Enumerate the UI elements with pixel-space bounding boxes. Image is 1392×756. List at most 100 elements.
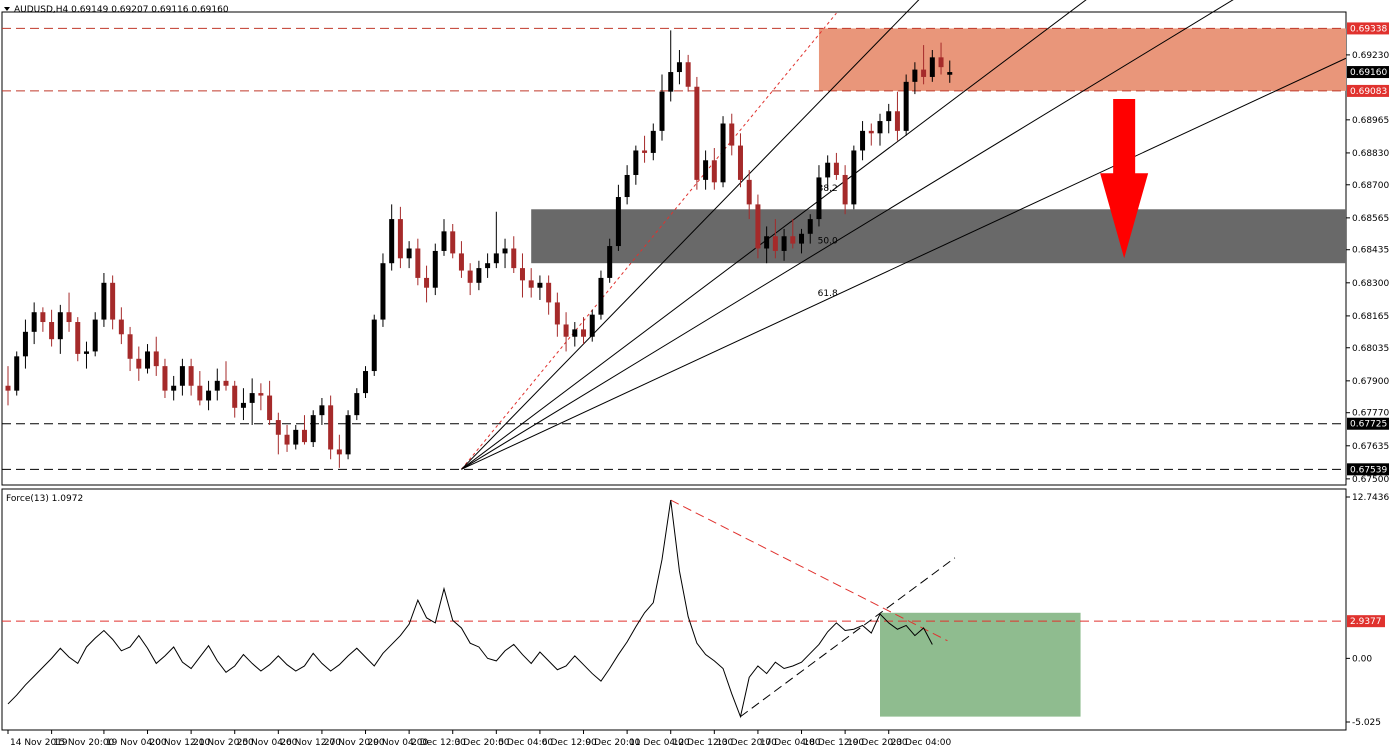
chart-header-ohlc: AUDUSD,H4 0.69149 0.69207 0.69116 0.6916…: [14, 5, 229, 15]
candle-body: [607, 246, 613, 278]
candle-body: [825, 162, 831, 178]
price-label-box: [1347, 22, 1389, 35]
candle-body: [581, 329, 587, 337]
candle-body: [886, 111, 892, 122]
x-tick-label: 2 Dec 12:00: [411, 738, 466, 748]
candle-body: [572, 329, 578, 337]
fib-fan-line-50.0: [461, 0, 1234, 470]
price-label-box: [1347, 84, 1389, 97]
candle-body: [240, 402, 246, 408]
candle-body: [676, 62, 682, 73]
candle-body: [755, 204, 761, 249]
price-label-box: [1347, 66, 1389, 79]
force-trend-black: [740, 557, 956, 718]
x-tick-label: 3 Dec 20:00: [455, 738, 510, 748]
x-tick-label: 11 Dec 04:00: [629, 738, 690, 748]
candle-body: [145, 351, 151, 369]
x-tick-label: 9 Dec 20:00: [586, 738, 641, 748]
candle-body: [511, 248, 517, 269]
y-tick-label: 0.67900: [1352, 377, 1389, 387]
red-down-arrow: [1100, 99, 1149, 259]
candle-body: [537, 282, 543, 288]
candle-body: [615, 197, 621, 247]
candle-body: [249, 393, 255, 403]
x-tick-label: 13 Dec 20:00: [716, 738, 777, 748]
price-label-text: 0.67539: [1350, 465, 1387, 475]
price-label-text: 0.69160: [1350, 68, 1387, 78]
candle-body: [659, 91, 665, 131]
force-level-text: 2.9377: [1350, 617, 1382, 627]
candle-body: [528, 280, 534, 288]
candle-body: [894, 111, 900, 131]
dropdown-triangle-icon: [4, 7, 10, 11]
y-tick-label: 0.68700: [1352, 181, 1389, 191]
candle-body: [275, 420, 281, 435]
candle-body: [22, 331, 28, 357]
candle-body: [589, 314, 595, 337]
candle-body: [223, 380, 229, 386]
candle-body: [642, 150, 648, 153]
candle-body: [912, 69, 918, 82]
candle-body: [75, 322, 81, 354]
candle-body: [450, 231, 456, 254]
candle-body: [206, 390, 212, 401]
candle-body: [406, 248, 412, 259]
candle-body: [57, 312, 63, 340]
candle-body: [476, 268, 482, 283]
candle-body: [711, 160, 717, 183]
candle-body: [432, 250, 438, 288]
candle-body: [807, 219, 813, 234]
y-tick-label: 0.67770: [1352, 409, 1389, 419]
y-tick-label: 0.68830: [1352, 149, 1389, 159]
x-tick-label: 26 Nov 12:00: [280, 738, 341, 748]
candle-body: [720, 123, 726, 183]
fib-fan-line-upper: [461, 0, 920, 470]
candle-body: [293, 429, 299, 445]
candle-body: [938, 57, 944, 68]
candle-body: [92, 319, 98, 352]
x-tick-label: 29 Nov 04:00: [368, 738, 429, 748]
candle-body: [345, 415, 351, 455]
candle-body: [162, 366, 168, 391]
candle-body: [546, 282, 552, 303]
candle-body: [40, 312, 46, 323]
candle-body: [563, 324, 569, 337]
candle-body: [301, 429, 307, 443]
fib-fan-diagonal: [461, 12, 837, 470]
candle-body: [833, 162, 839, 175]
candle-body: [363, 371, 369, 394]
candle-body: [284, 434, 290, 445]
y-tick-label: 0.67635: [1352, 442, 1389, 452]
force-y-tick-label: 0.00: [1352, 654, 1372, 664]
candle-body: [458, 253, 464, 271]
candle-body: [14, 356, 20, 391]
price-label-box: [1347, 417, 1389, 430]
candle-body: [136, 358, 142, 369]
x-tick-label: 14 Nov 2019: [10, 738, 68, 748]
candle-body: [929, 57, 935, 77]
candle-body: [319, 405, 325, 416]
force-line: [7, 500, 933, 719]
force-trend-red: [670, 499, 948, 642]
candle-body: [519, 268, 525, 281]
price-label-text: 0.67725: [1350, 420, 1387, 430]
candle-body: [729, 123, 735, 146]
x-tick-label: 19 Dec 20:00: [847, 738, 908, 748]
candle-body: [668, 72, 674, 92]
x-tick-label: 5 Dec 04:00: [498, 738, 553, 748]
candle-body: [179, 366, 185, 386]
candle-body: [110, 282, 116, 320]
candle-body: [764, 236, 770, 249]
candle-body: [232, 385, 238, 408]
candle-body: [947, 72, 953, 75]
candle-body: [127, 334, 133, 359]
force-y-tick-label: 12.7436: [1352, 493, 1389, 503]
candle-body: [694, 86, 700, 180]
price-label-text: 0.69083: [1350, 87, 1387, 97]
candle-body: [66, 312, 72, 323]
x-tick-label: 25 Nov 04:00: [237, 738, 298, 748]
fib-fan-label-50.0: 50.0: [818, 236, 838, 246]
y-tick-label: 0.67500: [1352, 475, 1389, 485]
